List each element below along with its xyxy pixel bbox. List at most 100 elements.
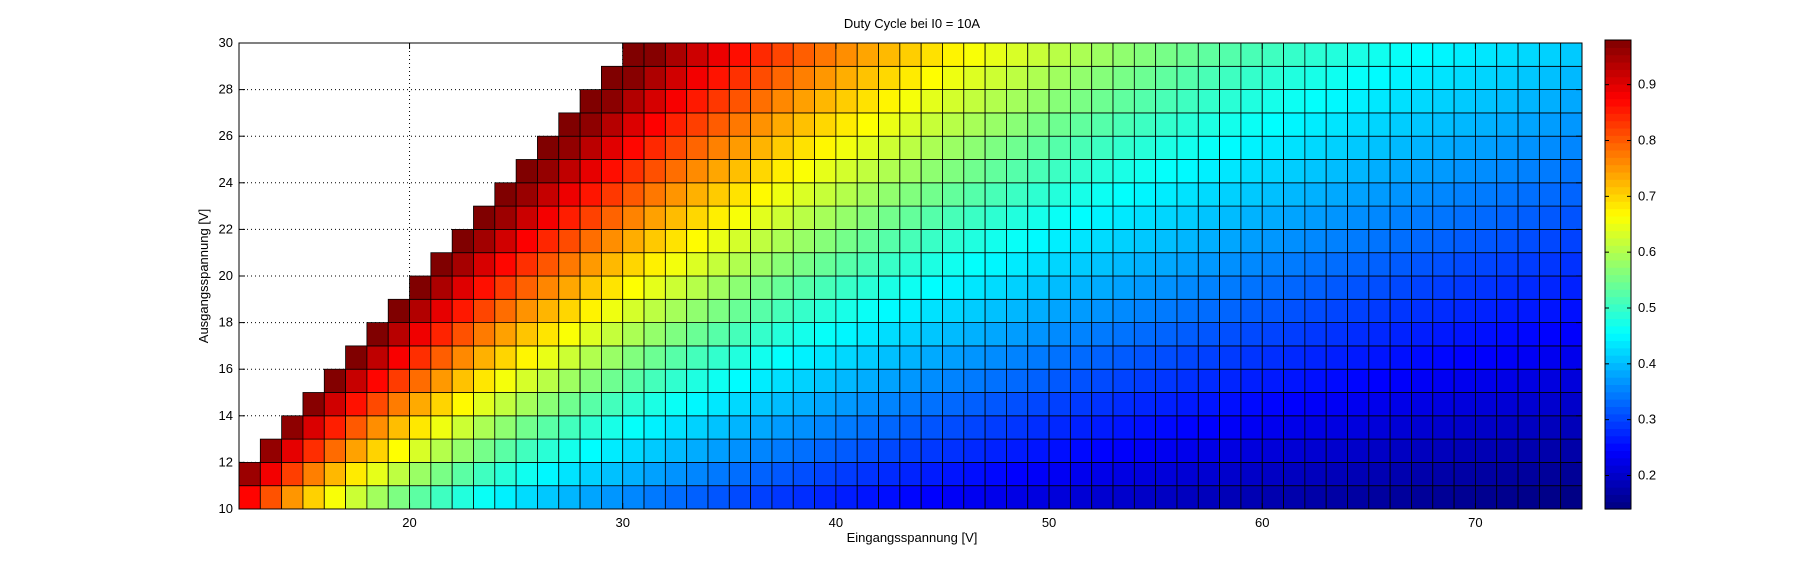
heatmap-cell [814, 275, 837, 300]
heatmap-cell [1048, 135, 1071, 160]
heatmap-cell [451, 392, 474, 417]
heatmap-cell [1347, 65, 1370, 91]
heatmap-cell [1027, 159, 1050, 184]
heatmap-cell [494, 298, 517, 323]
heatmap-cell [409, 438, 432, 463]
heatmap-cell [984, 252, 1007, 277]
heatmap-cell [1496, 205, 1519, 230]
heatmap-cell [899, 368, 922, 393]
heatmap-cell [387, 438, 410, 463]
heatmap-cell [1091, 298, 1114, 323]
heatmap-cell [1496, 438, 1519, 463]
heatmap-cell [1538, 438, 1562, 463]
heatmap-cell [707, 182, 730, 207]
heatmap-cell [771, 322, 794, 347]
colorbar-segment [1605, 164, 1631, 173]
heatmap-cell [643, 461, 666, 487]
heatmap-cell [984, 322, 1007, 347]
heatmap-cell [728, 415, 752, 440]
heatmap-cell [792, 415, 815, 440]
heatmap-cell [1347, 485, 1370, 510]
heatmap-cell [1496, 65, 1519, 91]
colorbar-segment [1605, 465, 1631, 473]
heatmap-cell [1006, 485, 1029, 510]
heatmap-cell [537, 252, 560, 277]
heatmap-cell [1496, 112, 1519, 137]
heatmap-cell [835, 205, 858, 230]
heatmap-cell [1283, 415, 1306, 440]
heatmap-cell [920, 159, 943, 184]
heatmap-cell [686, 182, 709, 207]
colorbar-segment [1605, 443, 1631, 451]
heatmap-cell [963, 461, 986, 487]
heatmap-cell [1432, 159, 1455, 184]
heatmap-cell [835, 438, 858, 463]
heatmap-cell [1389, 252, 1412, 277]
heatmap-cell [750, 392, 773, 417]
heatmap-cell [1240, 182, 1263, 207]
heatmap-cell [1411, 298, 1434, 323]
heatmap-cell [1176, 438, 1199, 463]
heatmap-cell [1347, 298, 1370, 323]
heatmap-cell [1133, 322, 1157, 347]
heatmap-cell [1197, 89, 1221, 114]
heatmap-cell [1112, 438, 1135, 463]
heatmap-cell [1155, 392, 1178, 417]
heatmap-cell [558, 135, 581, 160]
heatmap-cell [1389, 182, 1412, 207]
heatmap-cell [1091, 228, 1114, 254]
heatmap-cell [1197, 252, 1221, 277]
heatmap-cell [1389, 345, 1412, 370]
heatmap-cell [1219, 89, 1242, 114]
colorbar-segment [1605, 54, 1631, 63]
heatmap-cell [323, 461, 346, 487]
heatmap-cell [494, 438, 517, 463]
heatmap-cell [856, 275, 879, 300]
heatmap-cell [835, 65, 858, 91]
heatmap-cell [1027, 42, 1050, 67]
heatmap-cell [771, 461, 794, 487]
heatmap-cell [1091, 345, 1114, 370]
heatmap-cell [1538, 485, 1562, 510]
heatmap-cell [664, 485, 688, 510]
heatmap-cell [1304, 322, 1327, 347]
heatmap-cell [1496, 298, 1519, 323]
heatmap-cell [707, 228, 730, 254]
heatmap-cell [1325, 461, 1348, 487]
heatmap-cell [1112, 252, 1135, 277]
heatmap-cell [899, 392, 922, 417]
colorbar-tick-label: 0.5 [1638, 300, 1656, 315]
heatmap-cell [878, 345, 901, 370]
heatmap-cell [1133, 415, 1157, 440]
heatmap-cell [814, 89, 837, 114]
heatmap-cell [1475, 415, 1498, 440]
colorbar-tick-label: 0.7 [1638, 188, 1656, 203]
heatmap-cell [1176, 368, 1199, 393]
heatmap-cell [1091, 461, 1114, 487]
heatmap-cell [1325, 112, 1348, 137]
heatmap-cell [1133, 89, 1157, 114]
heatmap-cell [1155, 485, 1178, 510]
heatmap-cell [1155, 252, 1178, 277]
heatmap-cell [1517, 275, 1540, 300]
heatmap-cell [771, 368, 794, 393]
heatmap-cell [750, 438, 773, 463]
heatmap-cell [1347, 205, 1370, 230]
heatmap-cell [1069, 485, 1093, 510]
heatmap-cell [750, 228, 773, 254]
colorbar-segment [1605, 318, 1631, 327]
heatmap-cell [345, 438, 368, 463]
heatmap-cell [302, 461, 325, 487]
heatmap-cell [643, 485, 666, 510]
heatmap-cell [963, 392, 986, 417]
heatmap-cell [984, 42, 1007, 67]
colorbar-segment [1605, 135, 1631, 144]
heatmap-cell [1325, 345, 1348, 370]
heatmap-cell [1304, 89, 1327, 114]
heatmap-cell [1304, 205, 1327, 230]
colorbar-ticks: 0.2 0.3 0.4 0.5 0.6 0.7 0.8 0.9 [1605, 77, 1656, 483]
heatmap-cell [1496, 159, 1519, 184]
heatmap-cell [345, 368, 368, 393]
heatmap-cell [1325, 159, 1348, 184]
heatmap-cell [409, 485, 432, 510]
